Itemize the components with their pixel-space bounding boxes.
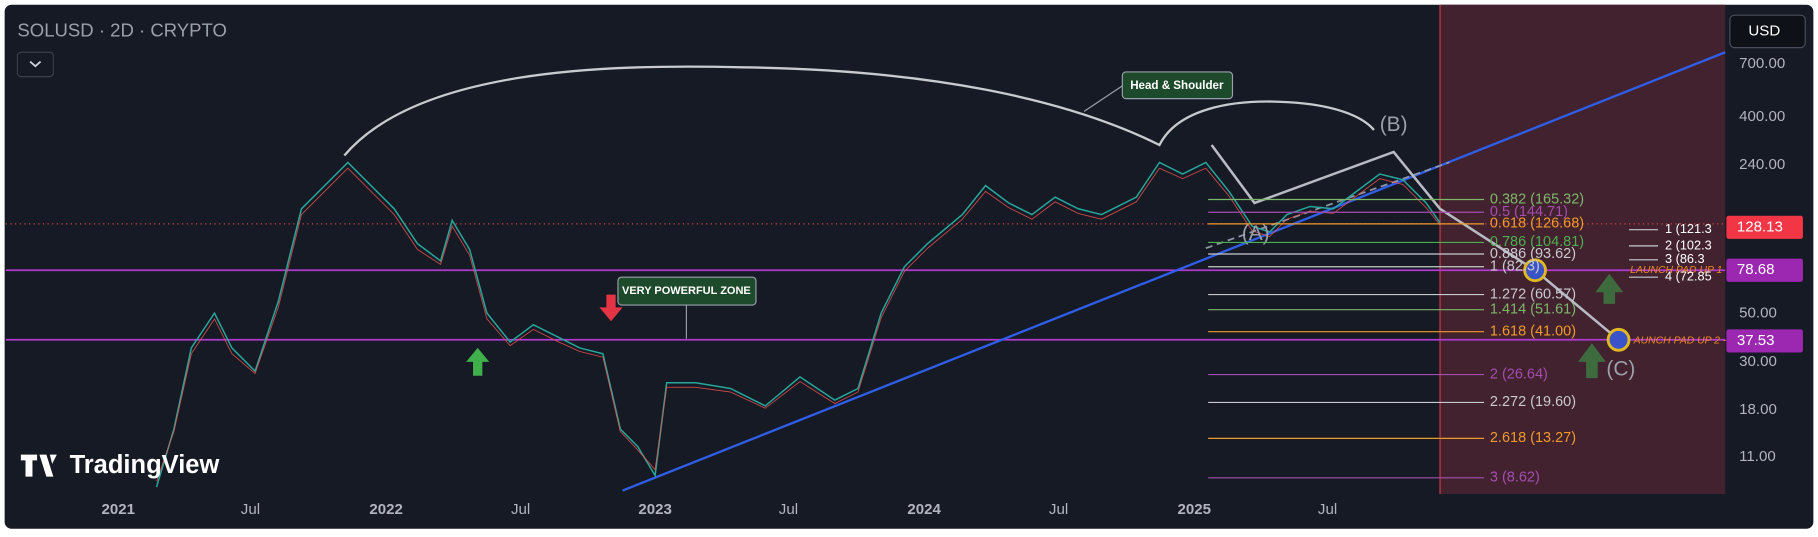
- time-tick-label: 2021: [102, 501, 136, 518]
- time-tick-label: Jul: [511, 501, 530, 518]
- fib-label: 1.414 (51.61): [1490, 301, 1576, 317]
- price-badge-label: 37.53: [1737, 332, 1775, 349]
- time-tick-label: Jul: [241, 501, 260, 518]
- fib-label: 1.272 (60.57): [1490, 286, 1576, 302]
- up-arrow: [1595, 273, 1624, 304]
- fib-label: 0.382 (165.32): [1490, 191, 1584, 207]
- wave-label: (C): [1606, 357, 1635, 380]
- target-marker: [1606, 327, 1631, 352]
- wave-label: (A): [1242, 222, 1270, 245]
- currency-label: USD: [1748, 22, 1780, 39]
- fib-label: 2.618 (13.27): [1490, 430, 1576, 446]
- time-tick-label: Jul: [779, 501, 798, 518]
- fib-label: 0.786 (104.81): [1490, 234, 1584, 250]
- callout-text: Head & Shoulder: [1130, 80, 1224, 92]
- fib-levels: 0.382 (165.32)0.5 (144.71)0.618 (126.68)…: [1208, 191, 1584, 486]
- price-tick-label: 400.00: [1739, 108, 1785, 125]
- callout-box: [617, 276, 757, 306]
- wave-path: [1210, 144, 1620, 341]
- callout-text: VERY POWERFUL ZONE: [622, 285, 751, 297]
- launch-label: LAUNCH PAD UP 1: [1630, 265, 1722, 276]
- fib-label: 2.272 (19.60): [1490, 394, 1576, 410]
- wave-label: (B): [1380, 113, 1408, 136]
- up-arrow: [466, 347, 490, 376]
- axes: 700.00 400.00 240.00 50.00 30.00 18.00 11.00 12…: [102, 55, 1803, 518]
- trendline: [622, 51, 1726, 492]
- time-tick-label: Jul: [1318, 501, 1337, 518]
- price-tick-label: 11.00: [1739, 448, 1776, 465]
- price-badge: [1726, 258, 1803, 282]
- currency-button[interactable]: [1729, 14, 1806, 49]
- fib-label: 0.5 (144.71): [1490, 204, 1568, 220]
- up-arrow: [1577, 343, 1606, 379]
- time-tick-label: 2022: [369, 501, 403, 518]
- price-badge: [1726, 215, 1803, 239]
- time-tick-label: 2024: [907, 501, 941, 518]
- side-label: 4 (72.85: [1665, 269, 1712, 284]
- callout-line: [1083, 85, 1123, 112]
- target-zone: [1440, 4, 1726, 495]
- channel-line: [1205, 161, 1450, 250]
- time-tick-label: 2023: [638, 501, 672, 518]
- side-label: 2 (102.3: [1665, 237, 1712, 252]
- callout-box: [1121, 71, 1234, 100]
- down-arrow: [599, 294, 623, 322]
- price-badge: [1726, 329, 1803, 353]
- side-label: 1 (121.3: [1665, 221, 1712, 236]
- launch-label: AUNCH PAD UP 2 -: [1633, 336, 1727, 347]
- price-path-shadow: [156, 167, 1441, 482]
- symbol-title: SOLUSD · 2D · CRYPTO: [17, 19, 227, 40]
- fib-label: 0.886 (93.62): [1490, 246, 1576, 262]
- price-tick-label: 18.00: [1739, 401, 1777, 418]
- fib-label: 3 (8.62): [1490, 470, 1540, 486]
- side-label: 3 (86.3: [1665, 251, 1705, 266]
- collapse-button[interactable]: [16, 51, 54, 78]
- fib-label: 1 (82.3): [1490, 259, 1540, 275]
- price-tick-label: 240.00: [1739, 156, 1785, 173]
- logo-icon: [20, 454, 57, 477]
- fib-label: 2 (26.64): [1490, 366, 1548, 382]
- target-marker: [1523, 258, 1547, 283]
- logo-text: TradingView: [70, 451, 220, 479]
- price-badge-label: 78.68: [1737, 261, 1775, 278]
- time-tick-label: 2025: [1177, 501, 1211, 518]
- chevron-icon: [29, 60, 42, 68]
- price-tick-label: 700.00: [1739, 55, 1785, 72]
- pattern-arc: [343, 65, 1375, 157]
- price-path: [155, 161, 1441, 488]
- side-levels: 1 (121.32 (102.33 (86.3 4 (72.85: [1629, 221, 1712, 284]
- price-tick-label: 30.00: [1739, 353, 1777, 370]
- price-badge-label: 128.13: [1737, 218, 1783, 235]
- fib-label: 0.618 (126.68): [1490, 216, 1584, 232]
- time-tick-label: Jul: [1049, 501, 1068, 518]
- fib-label: 1.618 (41.00): [1490, 324, 1576, 340]
- price-tick-label: 50.00: [1739, 305, 1777, 322]
